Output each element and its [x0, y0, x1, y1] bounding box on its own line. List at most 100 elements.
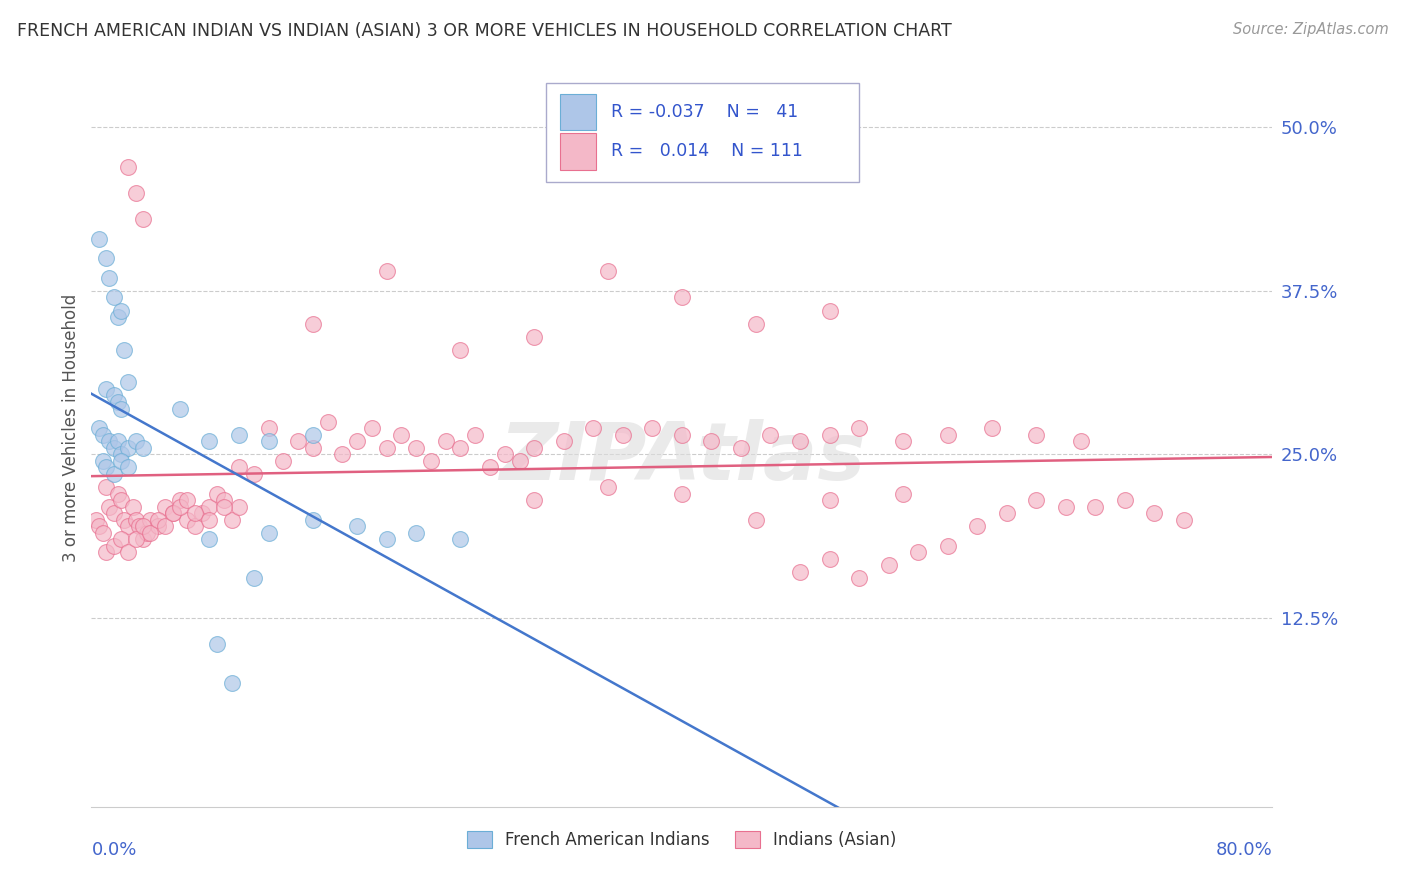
Text: 0.0%: 0.0%	[91, 841, 136, 859]
Point	[121, 500, 143, 514]
Point	[124, 186, 148, 200]
Point	[730, 441, 752, 455]
Point	[346, 434, 368, 449]
Point	[98, 270, 121, 285]
Point	[87, 421, 110, 435]
Point	[243, 572, 266, 586]
Point	[1114, 493, 1136, 508]
Point	[84, 513, 107, 527]
Point	[360, 421, 382, 435]
Point	[759, 427, 782, 442]
Point	[596, 264, 619, 278]
Point	[110, 454, 132, 468]
Point	[301, 513, 323, 527]
Point	[169, 401, 191, 416]
Point	[117, 545, 139, 559]
Point	[375, 533, 398, 547]
Point	[169, 493, 191, 508]
Point	[509, 454, 531, 468]
Point	[112, 513, 135, 527]
Point	[103, 539, 125, 553]
Point	[205, 637, 228, 651]
Point	[1084, 500, 1107, 514]
Point	[214, 493, 236, 508]
Point	[103, 290, 125, 304]
Point	[936, 539, 959, 553]
Point	[110, 303, 132, 318]
Point	[91, 454, 114, 468]
Text: ZIPAtlas: ZIPAtlas	[499, 419, 865, 498]
Point	[198, 533, 221, 547]
Point	[494, 447, 516, 461]
Point	[301, 427, 323, 442]
Point	[98, 500, 121, 514]
Text: R = -0.037    N =   41: R = -0.037 N = 41	[612, 103, 799, 121]
Point	[107, 486, 129, 500]
Point	[257, 525, 280, 540]
Point	[103, 441, 125, 455]
Point	[995, 506, 1018, 520]
Point	[107, 434, 129, 449]
Point	[205, 486, 228, 500]
Point	[1069, 434, 1091, 449]
Point	[301, 317, 323, 331]
Bar	[560, 94, 596, 130]
Point	[153, 519, 177, 533]
Point	[596, 480, 619, 494]
Point	[96, 480, 118, 494]
Point	[848, 421, 870, 435]
Point	[198, 434, 221, 449]
Point	[450, 441, 472, 455]
Point	[214, 500, 236, 514]
Point	[789, 434, 811, 449]
Point	[450, 533, 472, 547]
Point	[117, 519, 139, 533]
Point	[700, 434, 723, 449]
Point	[91, 525, 114, 540]
Point	[98, 434, 121, 449]
Point	[132, 441, 155, 455]
Point	[221, 676, 243, 690]
Point	[128, 519, 150, 533]
Point	[389, 427, 413, 442]
Point	[434, 434, 457, 449]
Point	[132, 519, 155, 533]
Point	[103, 506, 125, 520]
Point	[183, 519, 207, 533]
Point	[124, 434, 148, 449]
Point	[316, 415, 339, 429]
Point	[273, 454, 295, 468]
Point	[132, 212, 155, 227]
Point	[169, 500, 191, 514]
Point	[221, 513, 243, 527]
Point	[198, 513, 221, 527]
Point	[419, 454, 441, 468]
Point	[176, 513, 198, 527]
Point	[146, 513, 169, 527]
Point	[745, 317, 768, 331]
Point	[87, 519, 110, 533]
Point	[1025, 493, 1047, 508]
Point	[176, 493, 198, 508]
Point	[96, 545, 118, 559]
Point	[257, 421, 280, 435]
Point	[183, 506, 207, 520]
Point	[198, 500, 221, 514]
Point	[1054, 500, 1077, 514]
Point	[228, 460, 250, 475]
Point	[110, 533, 132, 547]
Point	[789, 565, 811, 579]
Point	[818, 427, 841, 442]
Point	[132, 533, 155, 547]
Point	[582, 421, 605, 435]
Point	[103, 467, 125, 481]
Point	[243, 467, 266, 481]
Point	[96, 382, 118, 396]
Point	[818, 303, 841, 318]
Point	[117, 160, 139, 174]
Point	[818, 493, 841, 508]
Point	[612, 427, 634, 442]
Y-axis label: 3 or more Vehicles in Household: 3 or more Vehicles in Household	[62, 294, 80, 562]
Point	[981, 421, 1004, 435]
Point	[893, 486, 915, 500]
